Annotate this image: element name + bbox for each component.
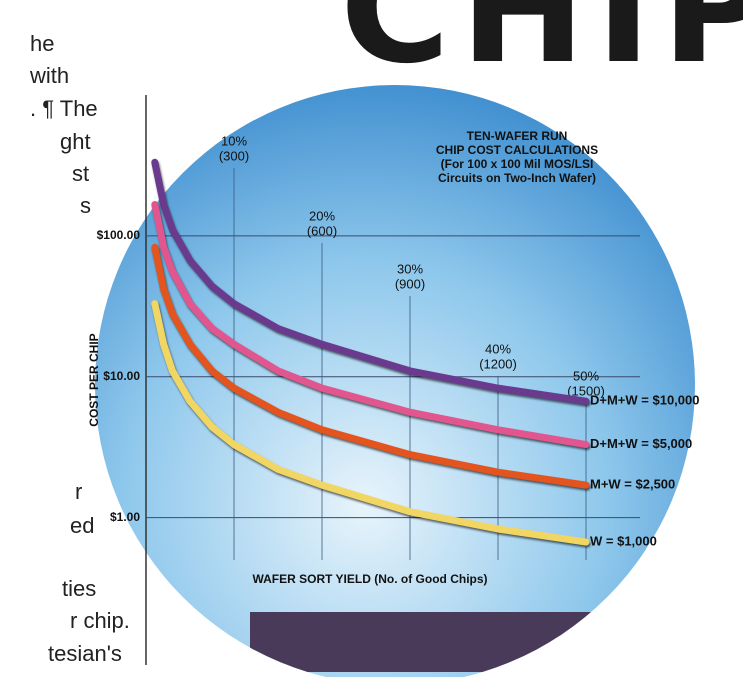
series-line xyxy=(151,300,590,546)
y-tick-label: $100.00 xyxy=(97,228,141,242)
column-text: with xyxy=(29,63,69,88)
column-text: ed xyxy=(70,513,94,538)
series-label: M+W = $2,500 xyxy=(590,477,675,492)
x-tick-label: 30% xyxy=(397,261,423,276)
series-label: D+M+W = $10,000 xyxy=(590,393,699,408)
x-tick-sublabel: (1200) xyxy=(479,356,517,371)
column-text: r xyxy=(75,479,82,504)
column-text: st xyxy=(72,161,89,186)
x-tick-sublabel: (600) xyxy=(307,223,337,238)
column-text: . ¶ The xyxy=(30,96,98,121)
headline: CHIP xyxy=(340,0,743,97)
series-line xyxy=(151,200,590,449)
chart-title: TEN-WAFER RUN xyxy=(467,129,568,143)
x-tick-sublabel: (1500) xyxy=(567,383,605,398)
column-text: he xyxy=(30,31,54,56)
x-axis-label: WAFER SORT YIELD (No. of Good Chips) xyxy=(252,572,487,586)
series-line xyxy=(151,158,590,405)
chart-subtitle: (For 100 x 100 Mil MOS/LSI xyxy=(441,157,594,171)
x-tick-label: 20% xyxy=(309,208,335,223)
chart-subtitle: CHIP COST CALCULATIONS xyxy=(436,143,598,157)
y-axis-label: COST PER CHIP xyxy=(87,333,101,426)
column-text: ght xyxy=(60,129,91,154)
x-tick-label: 50% xyxy=(573,368,599,383)
x-tick-sublabel: (900) xyxy=(395,276,425,291)
column-text: ties xyxy=(62,576,96,601)
y-tick-label: $10.00 xyxy=(103,369,140,383)
x-tick-label: 10% xyxy=(221,133,247,148)
chart-subtitle: Circuits on Two-Inch Wafer) xyxy=(438,171,596,185)
column-text: s xyxy=(80,193,91,218)
series-line xyxy=(151,243,590,489)
chart: $1.00 $10.00 $100.00 10%(300) 20%(600) 30%(90… xyxy=(87,95,699,665)
series-label: D+M+W = $5,000 xyxy=(590,436,692,451)
x-tick-sublabel: (300) xyxy=(219,148,249,163)
column-text: r chip. xyxy=(70,608,130,633)
series-label: W = $1,000 xyxy=(590,534,657,549)
building xyxy=(250,612,650,672)
y-tick-label: $1.00 xyxy=(110,510,140,524)
column-text: tesian's xyxy=(48,641,122,666)
wafer xyxy=(95,85,695,677)
x-tick-label: 40% xyxy=(485,341,511,356)
